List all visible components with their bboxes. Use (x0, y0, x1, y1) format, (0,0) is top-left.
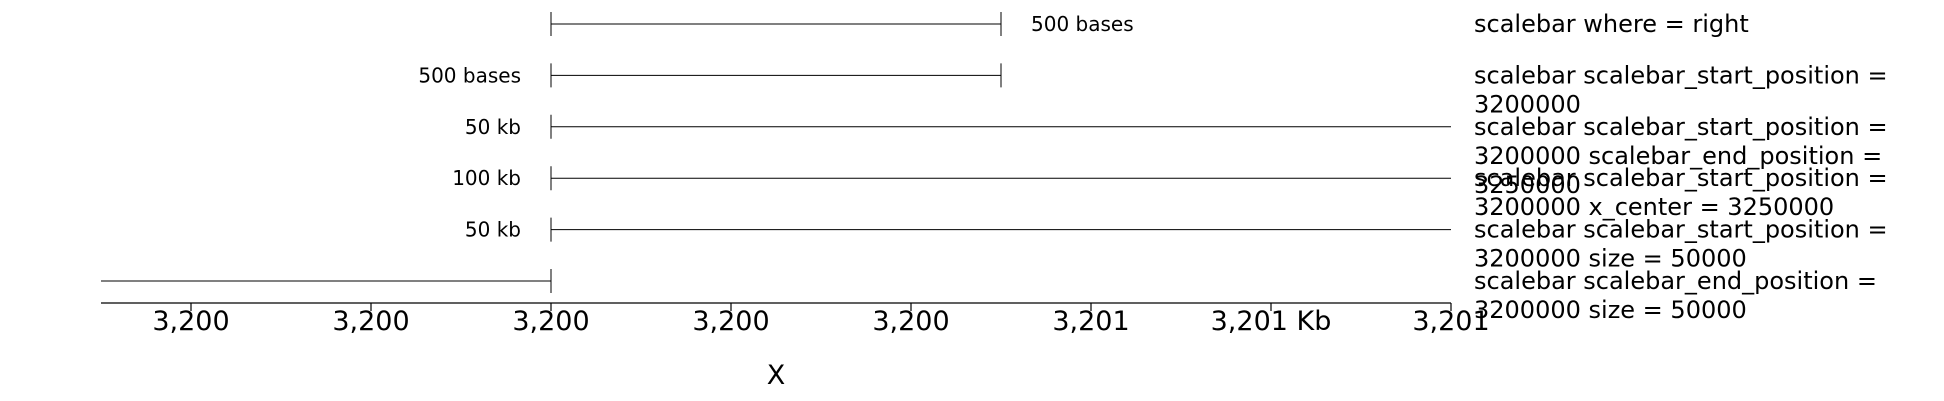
scalebar-label: 50 kb (465, 218, 521, 242)
track-title-line: scalebar scalebar_end_position = (1474, 267, 1877, 295)
x-tick-label: 3,200 (152, 306, 229, 337)
track-title-line: 3250000 (1474, 171, 1581, 199)
track-title-line: 3200000 size = 50000 (1474, 245, 1747, 273)
track-title-line: scalebar scalebar_start_position = (1474, 113, 1888, 141)
x-tick-label: 3,201 Kb (1211, 306, 1332, 337)
scalebar-label: 500 bases (1031, 12, 1134, 36)
track-title-line: scalebar scalebar_start_position = (1474, 61, 1888, 89)
track-title: scalebar scalebar_end_position = 3200000 … (1474, 267, 1877, 324)
scalebar-label: 50 kb (465, 115, 521, 139)
track-title-line: scalebar scalebar_start_position = (1474, 164, 1888, 192)
x-tick-label: 3,200 (332, 306, 409, 337)
track-6: scalebar scalebar_end_position = 3200000 … (101, 267, 1877, 324)
x-axis: 3,200 3,200 3,200 3,200 3,200 3,201 3,201 Kb 3,… (101, 302, 1490, 391)
x-tick-label: 3,200 (872, 306, 949, 337)
track-title-line: scalebar where = right (1474, 10, 1749, 38)
track-title: scalebar scalebar_start_position = 320000… (1474, 113, 1888, 199)
track-1: 500 bases scalebar where = right (550, 10, 1749, 38)
track-5: 50 kb scalebar scalebar_start_position = 3… (465, 216, 1888, 273)
x-tick-label: 3,200 (692, 306, 769, 337)
track-title: scalebar scalebar_start_position = 320000… (1474, 164, 1888, 221)
track-title-line: 3200000 (1474, 90, 1581, 118)
track-title: scalebar scalebar_start_position = 320000… (1474, 61, 1888, 118)
track-3: 50 kb scalebar scalebar_start_position = 3… (465, 113, 1888, 199)
track-4: 100 kb scalebar scalebar_start_position =… (452, 164, 1887, 221)
track-title-line: scalebar scalebar_start_position = (1474, 216, 1888, 244)
x-tick-label: 3,201 (1412, 306, 1489, 337)
track-2: 500 bases scalebar scalebar_start_positio… (418, 61, 1887, 118)
scalebar-label: 100 kb (452, 166, 521, 190)
scalebar-label: 500 bases (418, 63, 521, 87)
x-tick-label: 3,201 (1052, 306, 1129, 337)
track-title: scalebar scalebar_start_position = 320000… (1474, 216, 1888, 273)
x-axis-title: X (767, 360, 786, 391)
track-title: scalebar where = right (1474, 10, 1749, 38)
track-title-line: 3200000 scalebar_end_position = (1474, 142, 1882, 170)
track-title-line: 3200000 size = 50000 (1474, 296, 1747, 324)
x-tick-label: 3,200 (512, 306, 589, 337)
track-title-line: 3200000 x_center = 3250000 (1474, 193, 1834, 221)
